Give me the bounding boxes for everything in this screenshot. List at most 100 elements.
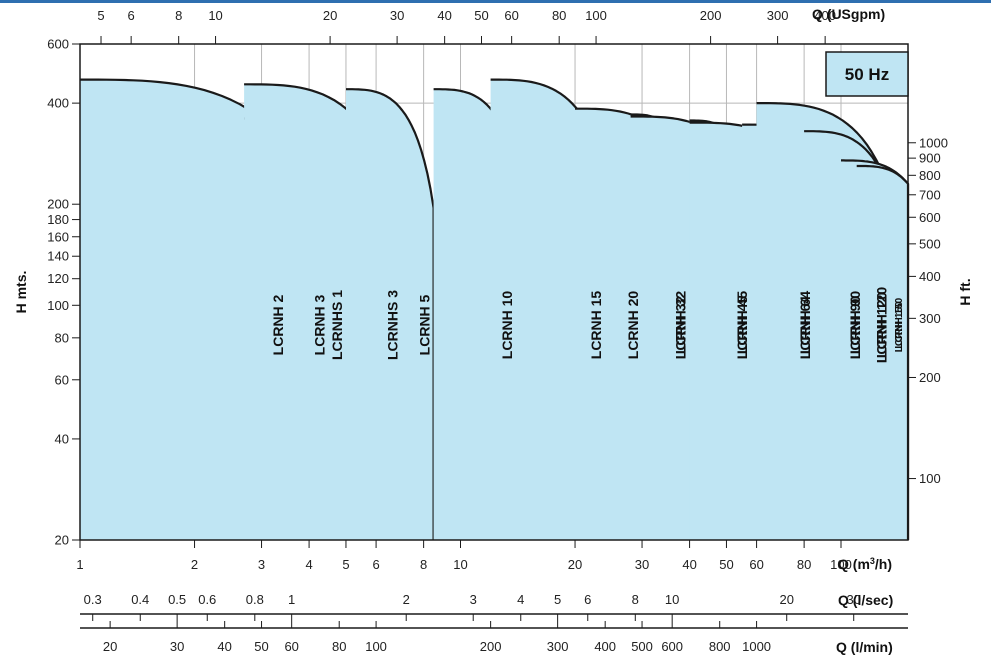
curve-fill xyxy=(346,89,434,540)
left-axis-tick-label: 600 xyxy=(47,37,69,52)
top-axis-tick-label: 200 xyxy=(700,8,722,23)
right-axis-title: H ft. xyxy=(957,278,973,305)
series-label-group: LCRNH 120 xyxy=(874,287,890,363)
lsec-axis-tick-label: 30 xyxy=(846,592,860,607)
series-label: LCRNH 45 xyxy=(734,291,750,360)
right-axis-tick-label: 800 xyxy=(919,168,941,183)
left-axis-tick-label: 120 xyxy=(47,271,69,286)
top-axis-tick-label: 30 xyxy=(390,8,404,23)
right-axis-tick-label: 500 xyxy=(919,236,941,251)
series-label: LCRNH 20 xyxy=(625,291,641,360)
top-axis-tick-label: 100 xyxy=(585,8,607,23)
lmin-axis-title: Q (l/min) xyxy=(836,639,893,655)
curve-line xyxy=(756,102,892,540)
lsec-axis-tick-label: 0.3 xyxy=(84,592,102,607)
lmin-axis-tick-label: 200 xyxy=(480,639,502,654)
top-accent-strip xyxy=(0,0,991,3)
top-axis-tick-label: 60 xyxy=(504,8,518,23)
right-axis-tick-label: 700 xyxy=(919,187,941,202)
series-label: LCRNHS 3 xyxy=(385,290,401,360)
left-axis-tick-label: 100 xyxy=(47,298,69,313)
label-layer: LCRNH 2 LCRNH 3 LCRNHS 1 LCRNHS 3 LCRNH 5 LCR… xyxy=(270,287,905,363)
frequency-badge-box xyxy=(825,51,909,97)
lmin-axis-tick-label: 20 xyxy=(103,639,117,654)
lmin-axis-tick-label: 400 xyxy=(594,639,616,654)
series-label: LCRNH 90 xyxy=(847,291,863,360)
series-label-group: LCRH 45 xyxy=(734,296,750,355)
top-axis-tick-label: 400 xyxy=(814,8,836,23)
left-axis-tick-label: 40 xyxy=(55,431,69,446)
right-axis-tick-label: 600 xyxy=(919,210,941,225)
top-axis-tick-label: 6 xyxy=(128,8,135,23)
series-label: LCRH 150 xyxy=(894,301,905,349)
series-label: LCRNH 3 xyxy=(312,294,328,355)
x-axis-tick-label: 3 xyxy=(258,557,265,572)
series-label-group: LCRNH 150 xyxy=(894,297,905,352)
frequency-badge: 50 Hz xyxy=(845,65,889,84)
series-label: LCRNH 64 xyxy=(797,291,813,360)
top-axis-tick-label: 10 xyxy=(208,8,222,23)
series-label: LCRNH 15 xyxy=(588,291,604,360)
x-axis-tick-label: 10 xyxy=(453,557,467,572)
series-label: LCRNH 120 xyxy=(874,287,890,363)
series-label-group: LCRNH 45 xyxy=(734,291,750,360)
top-axis-tick-label: 50 xyxy=(474,8,488,23)
x-axis-tick-label: 4 xyxy=(305,557,312,572)
x-axis-tick-label: 60 xyxy=(749,557,763,572)
series-label-group: LCRNH 90 xyxy=(847,291,863,360)
series-label-group: LCRH 150 xyxy=(894,301,905,349)
right-axis-tick-label: 400 xyxy=(919,269,941,284)
top-axis-tick-label: 5 xyxy=(97,8,104,23)
right-axis-tick-label: 1000 xyxy=(919,135,948,150)
series-label: LCRH 32 xyxy=(673,296,689,355)
lsec-axis-tick-label: 6 xyxy=(584,592,591,607)
lsec-axis-tick-label: 0.6 xyxy=(198,592,216,607)
x-axis-tick-label: 100 xyxy=(830,557,852,572)
lsec-axis-tick-label: 0.8 xyxy=(246,592,264,607)
axis-layer: 2040608010012014016018020040060010020030… xyxy=(47,8,948,654)
curve-line xyxy=(856,164,910,540)
series-label-group: LCRH 32 xyxy=(673,296,689,355)
lmin-axis-tick-label: 40 xyxy=(217,639,231,654)
lsec-axis-tick-label: 4 xyxy=(517,592,524,607)
series-label-group: LCRNHS 1 xyxy=(329,290,345,360)
lsec-axis-title: Q (l/sec) xyxy=(838,592,893,608)
left-axis-tick-label: 160 xyxy=(47,229,69,244)
right-axis-tick-label: 300 xyxy=(919,311,941,326)
lsec-axis-tick-label: 1 xyxy=(288,592,295,607)
left-axis-tick-label: 400 xyxy=(47,96,69,111)
x-axis-tick-label: 2 xyxy=(191,557,198,572)
x-axis-title: Q (m3/h) xyxy=(838,556,892,572)
lsec-axis-tick-label: 8 xyxy=(632,592,639,607)
series-label: LCRH 90 xyxy=(847,296,863,355)
top-axis-tick-label: 8 xyxy=(175,8,182,23)
x-axis-tick-label: 1 xyxy=(76,557,83,572)
lmin-axis-tick-label: 500 xyxy=(631,639,653,654)
series-label-group: LCRNH 5 xyxy=(417,294,433,355)
x-axis-tick-label: 40 xyxy=(682,557,696,572)
top-axis-tick-label: 20 xyxy=(323,8,337,23)
series-label-group: LCRNH 15 xyxy=(588,291,604,360)
lsec-axis-tick-label: 5 xyxy=(554,592,561,607)
series-label-group: LCRNH 64 xyxy=(797,291,813,360)
left-axis-tick-label: 80 xyxy=(55,330,69,345)
series-label: LCRNH 32 xyxy=(673,291,689,360)
x-axis-tick-label: 8 xyxy=(420,557,427,572)
top-axis-tick-label: 80 xyxy=(552,8,566,23)
series-label-group: LCRNH 2 xyxy=(270,294,286,355)
left-axis-tick-label: 180 xyxy=(47,212,69,227)
lmin-axis-tick-label: 60 xyxy=(284,639,298,654)
x-axis-tick-label: 30 xyxy=(635,557,649,572)
series-label-group: LCRNHS 3 xyxy=(385,290,401,360)
series-label-group: LCRNH 3 xyxy=(312,294,328,355)
series-label: LCRNH 150 xyxy=(894,297,905,352)
x-axis-tick-label: 80 xyxy=(797,557,811,572)
series-label-group: LCRH 64 xyxy=(797,296,813,355)
left-axis-title: H mts. xyxy=(13,271,29,314)
left-axis-tick-label: 60 xyxy=(55,372,69,387)
lmin-axis-tick-label: 1000 xyxy=(742,639,771,654)
series-label: LCRNH 2 xyxy=(270,294,286,355)
series-label-group: LCRNH 20 xyxy=(625,291,641,360)
lsec-axis-tick-label: 2 xyxy=(403,592,410,607)
left-axis-tick-label: 200 xyxy=(47,197,69,212)
